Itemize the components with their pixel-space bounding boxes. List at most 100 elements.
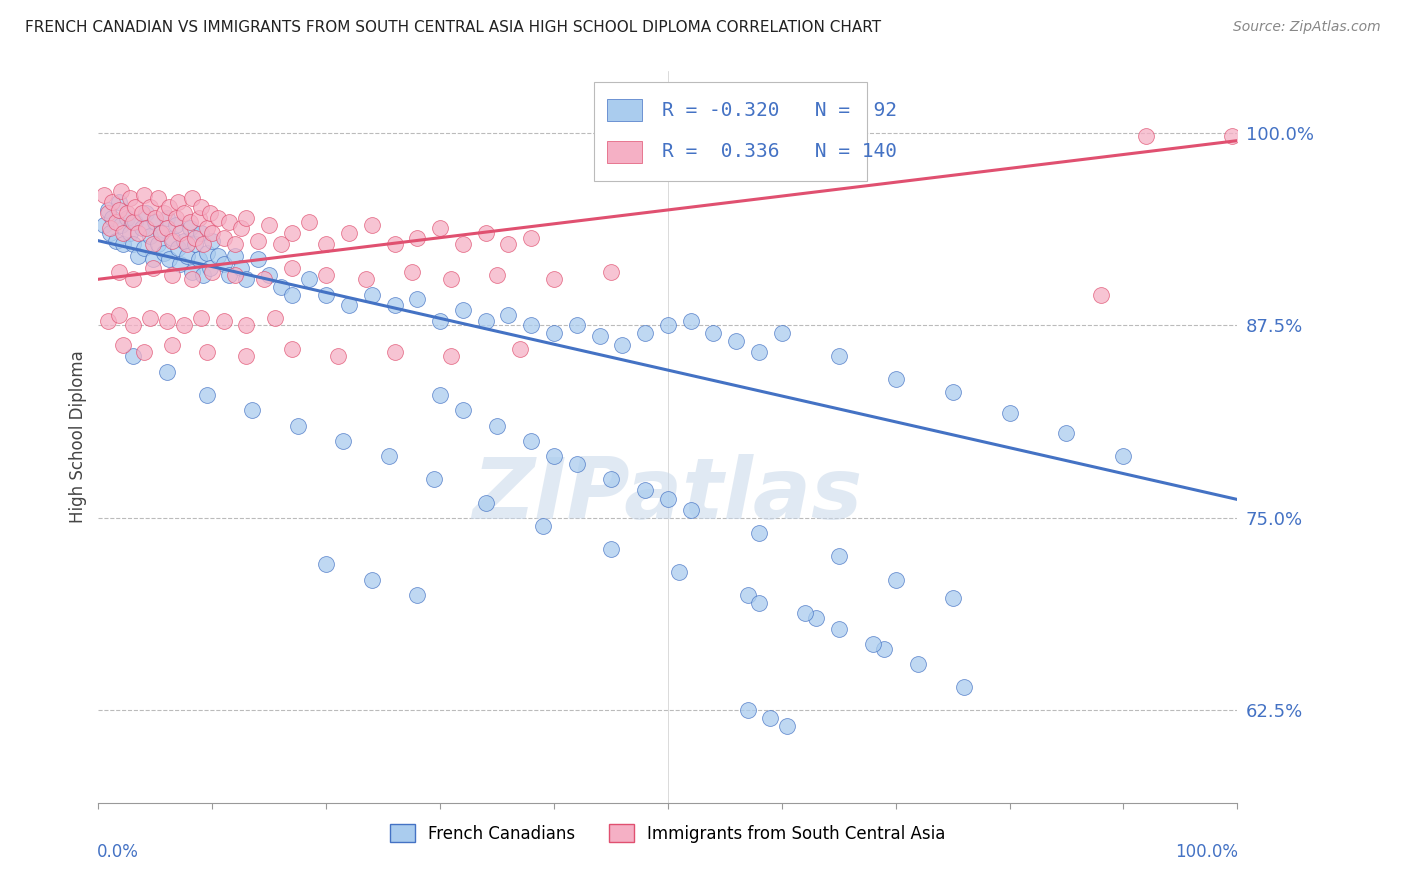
Point: [270, 280, 292, 294]
Point: [93, 219, 115, 233]
Point: [218, 215, 240, 229]
Point: [127, 249, 149, 263]
Point: [565, 457, 588, 471]
FancyBboxPatch shape: [607, 141, 641, 163]
Point: [828, 349, 851, 363]
Point: [737, 703, 759, 717]
Point: [145, 215, 167, 229]
Point: [287, 418, 309, 433]
Point: [124, 200, 146, 214]
Point: [657, 492, 679, 507]
Point: [337, 298, 360, 312]
Point: [315, 268, 337, 282]
Legend: French Canadians, Immigrants from South Central Asia: French Canadians, Immigrants from South …: [384, 818, 952, 849]
Text: R =  0.336   N = 140: R = 0.336 N = 140: [662, 143, 897, 161]
Point: [451, 403, 474, 417]
Point: [93, 187, 115, 202]
Point: [281, 287, 304, 301]
Point: [96, 202, 118, 217]
Point: [96, 314, 118, 328]
Point: [337, 226, 360, 240]
Point: [776, 719, 799, 733]
Text: ZIPatlas: ZIPatlas: [472, 454, 863, 537]
Point: [793, 607, 815, 621]
Point: [150, 226, 173, 240]
Point: [224, 249, 246, 263]
Point: [907, 657, 929, 672]
Point: [360, 573, 382, 587]
Point: [486, 418, 509, 433]
Point: [112, 236, 135, 251]
Point: [429, 221, 451, 235]
Point: [862, 637, 884, 651]
Point: [281, 342, 304, 356]
Point: [145, 211, 167, 225]
Point: [748, 526, 770, 541]
Point: [146, 191, 169, 205]
Point: [153, 246, 176, 260]
Point: [135, 221, 157, 235]
Point: [132, 344, 155, 359]
Point: [298, 215, 321, 229]
Text: Source: ZipAtlas.com: Source: ZipAtlas.com: [1233, 20, 1381, 34]
Point: [198, 206, 221, 220]
Point: [759, 711, 782, 725]
Y-axis label: High School Diploma: High School Diploma: [69, 351, 87, 524]
Point: [190, 200, 212, 214]
Point: [1220, 129, 1243, 144]
Point: [737, 588, 759, 602]
Point: [156, 314, 179, 328]
Point: [142, 261, 165, 276]
Point: [474, 226, 496, 240]
Point: [190, 226, 212, 240]
Point: [235, 318, 257, 333]
Point: [112, 226, 135, 240]
Point: [565, 318, 588, 333]
Point: [195, 221, 218, 235]
Point: [246, 234, 269, 248]
Point: [406, 292, 429, 306]
Point: [679, 314, 702, 328]
Point: [384, 298, 406, 312]
Point: [486, 268, 509, 282]
Point: [184, 230, 207, 244]
Point: [600, 264, 623, 278]
Point: [543, 326, 565, 340]
Point: [195, 388, 218, 402]
Point: [156, 211, 179, 225]
Point: [520, 434, 543, 448]
Point: [146, 236, 169, 251]
Point: [165, 219, 187, 233]
Point: [124, 215, 146, 229]
Point: [198, 261, 221, 276]
Point: [332, 434, 354, 448]
Point: [142, 236, 165, 251]
Point: [162, 268, 184, 282]
Point: [828, 549, 851, 564]
Point: [121, 272, 143, 286]
Point: [150, 226, 173, 240]
Point: [770, 326, 793, 340]
Point: [101, 211, 124, 225]
Point: [110, 185, 132, 199]
Point: [156, 365, 179, 379]
Point: [167, 242, 190, 256]
Point: [1112, 450, 1135, 464]
Point: [207, 211, 229, 225]
Point: [498, 308, 520, 322]
Text: FRENCH CANADIAN VS IMMIGRANTS FROM SOUTH CENTRAL ASIA HIGH SCHOOL DIPLOMA CORREL: FRENCH CANADIAN VS IMMIGRANTS FROM SOUTH…: [25, 20, 882, 35]
Point: [138, 229, 160, 244]
Point: [657, 318, 679, 333]
Point: [193, 236, 215, 251]
Point: [474, 495, 496, 509]
Point: [612, 338, 634, 352]
Point: [212, 230, 235, 244]
Point: [187, 252, 209, 267]
Point: [218, 268, 240, 282]
Point: [828, 622, 851, 636]
Point: [953, 681, 976, 695]
Point: [384, 236, 406, 251]
Point: [1135, 129, 1157, 144]
Point: [264, 310, 287, 325]
Point: [131, 206, 153, 220]
